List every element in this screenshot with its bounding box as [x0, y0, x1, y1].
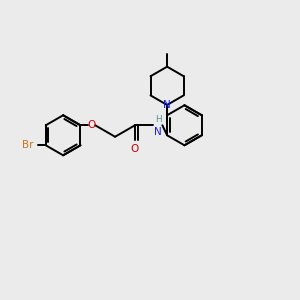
- Text: O: O: [131, 144, 139, 154]
- Text: N: N: [163, 100, 171, 110]
- Text: O: O: [88, 120, 96, 130]
- Text: H: H: [154, 115, 161, 124]
- Text: Br: Br: [22, 140, 33, 150]
- Text: N: N: [154, 127, 162, 137]
